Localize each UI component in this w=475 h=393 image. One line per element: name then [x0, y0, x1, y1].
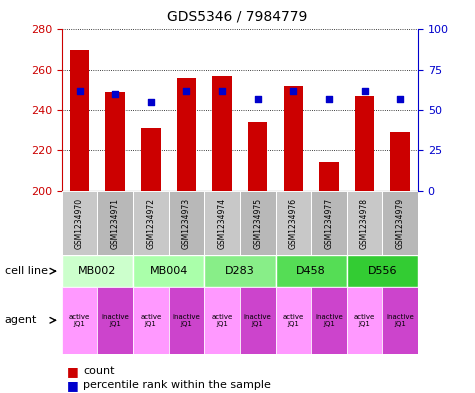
Bar [390, 132, 410, 191]
Bar [62, 255, 133, 287]
Text: active
JQ1: active JQ1 [211, 314, 233, 327]
Point [76, 88, 84, 94]
Bar [97, 191, 133, 255]
Text: ■: ■ [66, 365, 78, 378]
Point [396, 95, 404, 102]
Text: GSM1234972: GSM1234972 [146, 198, 155, 248]
Text: GSM1234971: GSM1234971 [111, 198, 120, 248]
Text: cell line: cell line [5, 266, 48, 276]
Bar [355, 96, 374, 191]
Bar [133, 255, 204, 287]
Bar [240, 287, 276, 354]
Text: active
JQ1: active JQ1 [354, 314, 375, 327]
Text: GSM1234977: GSM1234977 [324, 197, 333, 249]
Point [218, 88, 226, 94]
Bar [347, 191, 382, 255]
Bar [62, 287, 97, 354]
Bar [311, 191, 347, 255]
Bar [382, 287, 418, 354]
Text: GSM1234976: GSM1234976 [289, 197, 298, 249]
Bar [276, 287, 311, 354]
Text: MB002: MB002 [78, 266, 116, 276]
Text: GSM1234973: GSM1234973 [182, 197, 191, 249]
Bar [105, 92, 125, 191]
Point [111, 91, 119, 97]
Text: GDS5346 / 7984779: GDS5346 / 7984779 [167, 10, 308, 24]
Text: GSM1234979: GSM1234979 [396, 197, 405, 249]
Point [289, 88, 297, 94]
Bar [177, 78, 196, 191]
Text: D556: D556 [368, 266, 397, 276]
Bar [133, 191, 169, 255]
Text: MB004: MB004 [150, 266, 188, 276]
Text: inactive
JQ1: inactive JQ1 [101, 314, 129, 327]
Bar [248, 122, 267, 191]
Text: D458: D458 [296, 266, 326, 276]
Text: active
JQ1: active JQ1 [283, 314, 304, 327]
Bar [133, 287, 169, 354]
Text: GSM1234970: GSM1234970 [75, 197, 84, 249]
Point [325, 95, 332, 102]
Bar [169, 287, 204, 354]
Point [254, 95, 261, 102]
Bar [62, 191, 97, 255]
Text: inactive
JQ1: inactive JQ1 [172, 314, 200, 327]
Point [361, 88, 369, 94]
Bar [169, 191, 204, 255]
Bar [276, 255, 347, 287]
Text: inactive
JQ1: inactive JQ1 [244, 314, 272, 327]
Bar [212, 76, 232, 191]
Text: GSM1234975: GSM1234975 [253, 197, 262, 249]
Bar [70, 50, 89, 191]
Text: GSM1234978: GSM1234978 [360, 198, 369, 248]
Bar [276, 191, 311, 255]
Bar [311, 287, 347, 354]
Text: inactive
JQ1: inactive JQ1 [315, 314, 343, 327]
Text: active
JQ1: active JQ1 [69, 314, 90, 327]
Text: D283: D283 [225, 266, 255, 276]
Bar [204, 255, 276, 287]
Text: inactive
JQ1: inactive JQ1 [386, 314, 414, 327]
Point [182, 88, 190, 94]
Bar [284, 86, 303, 191]
Bar [240, 191, 276, 255]
Bar [204, 287, 240, 354]
Bar [319, 162, 339, 191]
Point [147, 99, 155, 105]
Bar [382, 191, 418, 255]
Bar [204, 191, 240, 255]
Bar [347, 287, 382, 354]
Text: GSM1234974: GSM1234974 [218, 197, 227, 249]
Text: active
JQ1: active JQ1 [140, 314, 162, 327]
Bar [97, 287, 133, 354]
Text: agent: agent [5, 315, 37, 325]
Bar [141, 128, 161, 191]
Bar [347, 255, 418, 287]
Text: count: count [83, 366, 114, 376]
Text: percentile rank within the sample: percentile rank within the sample [83, 380, 271, 390]
Text: ■: ■ [66, 378, 78, 392]
